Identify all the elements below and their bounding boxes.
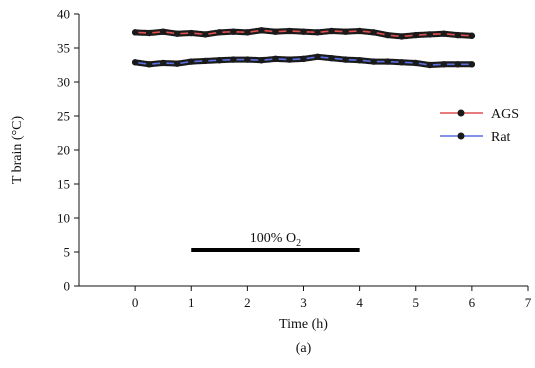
series-rat-point <box>159 59 167 67</box>
series-ags-point <box>286 27 293 35</box>
series-ags-point <box>272 28 279 35</box>
oxygen-exposure-label: 100% O2 <box>250 231 301 249</box>
series-rat-point <box>426 61 433 69</box>
series-rat-point <box>454 61 462 68</box>
oxygen-label-subscript: 2 <box>296 238 301 249</box>
y-tick-label: 15 <box>57 177 70 192</box>
y-axis-label: T brain (°C) <box>10 116 25 185</box>
series-ags-point <box>131 29 139 36</box>
y-tick-label: 30 <box>57 75 70 90</box>
series-ags-point <box>440 30 448 37</box>
series-ags-point <box>356 27 363 35</box>
panel-label: (a) <box>296 341 312 356</box>
legend-rat-label: Rat <box>491 130 511 145</box>
x-tick-label: 0 <box>132 295 139 310</box>
series-rat-point <box>300 55 307 63</box>
legend: AGS Rat <box>440 107 519 145</box>
series-rat-point <box>174 60 181 67</box>
x-tick-label: 7 <box>525 295 532 310</box>
legend-ags-marker <box>457 109 465 117</box>
series-rat-point <box>131 59 139 66</box>
series-ags-point <box>188 29 195 37</box>
series-ags-point <box>159 28 167 35</box>
series-rat-point <box>384 58 391 65</box>
x-tick-label: 2 <box>244 295 251 310</box>
legend-rat-marker <box>457 132 465 140</box>
series-ags-point <box>384 31 391 39</box>
y-tick-label: 25 <box>57 109 70 124</box>
x-tick-label: 5 <box>413 295 420 310</box>
y-tick-label: 0 <box>64 279 71 294</box>
series-rat-point <box>272 55 279 63</box>
axes <box>78 14 528 287</box>
series-rat-point <box>370 58 377 65</box>
series-rat-point <box>216 57 223 64</box>
series-ags-point <box>145 29 153 37</box>
series-rat-point <box>258 57 265 64</box>
series-rat-point <box>145 61 153 68</box>
series-ags-point <box>426 31 433 38</box>
series-ags-point <box>258 27 265 34</box>
series-rat-point <box>188 58 195 65</box>
series-ags-point <box>398 33 405 40</box>
y-ticks: 0 5 10 15 20 25 30 35 40 <box>57 7 79 294</box>
series-rat-point <box>230 56 237 63</box>
series-rat-point <box>398 59 405 66</box>
series-ags-point <box>230 28 237 35</box>
y-tick-label: 20 <box>57 143 70 158</box>
series-ags-point <box>370 29 377 36</box>
series-rat-point <box>202 57 209 65</box>
annotation-layer: 100% O2 <box>191 231 360 252</box>
legend-ags-label: AGS <box>491 107 519 122</box>
series-rat-point <box>440 61 448 68</box>
series-ags-point <box>328 27 335 35</box>
series-ags-point <box>216 29 223 36</box>
series-rat-point <box>286 56 293 63</box>
series-ags-point <box>412 31 419 39</box>
series-rat-point <box>314 53 321 61</box>
series-ags-point <box>202 31 209 38</box>
series-rat-point <box>356 57 363 64</box>
x-axis-label: Time (h) <box>279 317 328 332</box>
y-tick-label: 35 <box>57 41 70 56</box>
oxygen-label-main: 100% O <box>250 231 296 246</box>
x-tick-label: 6 <box>469 295 476 310</box>
series-ags-point <box>300 28 307 35</box>
y-tick-label: 10 <box>57 211 70 226</box>
y-tick-label: 40 <box>57 7 70 22</box>
x-tick-label: 1 <box>188 295 195 310</box>
series-ags-point <box>174 30 181 37</box>
x-tick-label: 4 <box>356 295 363 310</box>
series-ags-point <box>454 31 462 39</box>
series-ags-point <box>342 28 349 35</box>
x-tick-label: 3 <box>300 295 307 310</box>
series-ags-point <box>244 29 251 36</box>
series-rat-point <box>244 56 251 63</box>
series-rat-point <box>468 61 476 68</box>
series-ags-point <box>314 29 321 36</box>
series-layer <box>131 27 476 69</box>
series-rat-point <box>342 56 349 63</box>
series-rat-point <box>328 55 335 62</box>
y-tick-label: 5 <box>64 245 71 260</box>
series-rat-point <box>412 59 419 67</box>
series-ags-point <box>468 32 476 39</box>
x-ticks: 0 1 2 3 4 5 6 7 <box>132 286 532 310</box>
